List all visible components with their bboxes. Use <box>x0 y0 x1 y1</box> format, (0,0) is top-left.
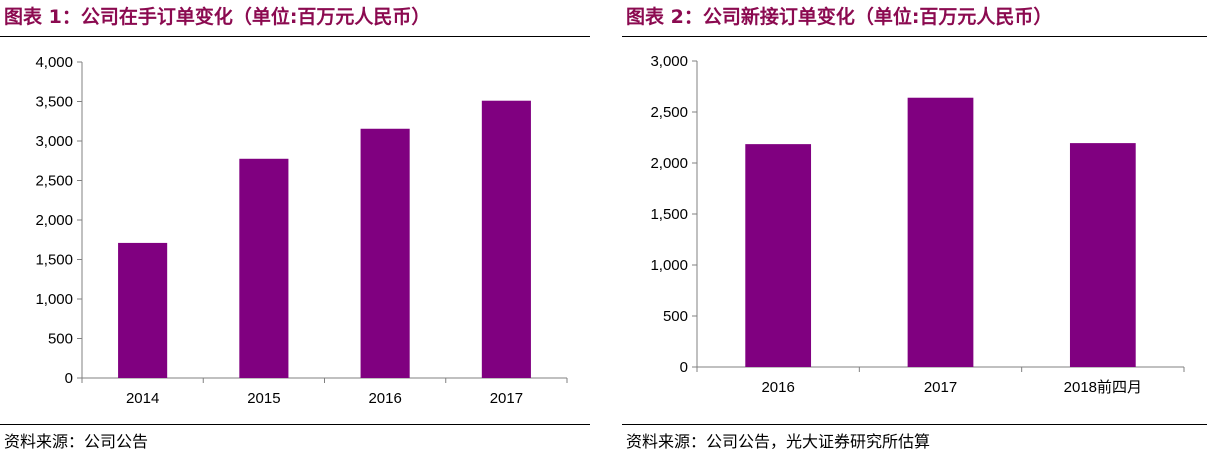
x-tick-label: 2018前四月 <box>1064 379 1142 396</box>
x-tick-label: 2016 <box>761 379 794 396</box>
y-tick-label: 2,000 <box>650 155 688 172</box>
bar-chart-2: 0 500 1,000 1,500 2,000 2,500 3,000 2016 2017 201… <box>650 53 1185 396</box>
x-tick-label: 2015 <box>247 390 280 407</box>
y-tick-label: 1,000 <box>35 291 73 308</box>
chart-panel-1: 图表 1：公司在手订单变化（单位:百万元人民币） 0 500 1,000 1,500 2… <box>0 0 590 459</box>
bar-chart-1: 0 500 1,000 1,500 2,000 2,500 3,000 3,500 4,000 2… <box>35 54 568 407</box>
chart-title: 图表 1：公司在手订单变化（单位:百万元人民币） <box>4 6 431 28</box>
x-tick-label: 2017 <box>924 379 957 396</box>
y-tick-label: 1,500 <box>35 252 73 269</box>
bar-2016 <box>360 128 410 378</box>
y-tick-label: 2,500 <box>650 104 688 121</box>
y-tick-label: 500 <box>48 331 73 348</box>
bar-2016 <box>745 144 812 367</box>
bar-2017 <box>907 97 974 367</box>
y-tick-label: 2,500 <box>35 173 73 190</box>
y-tick-label: 3,000 <box>35 133 73 150</box>
bar-2018前四月 <box>1069 143 1136 367</box>
y-tick-label: 1,000 <box>650 257 688 274</box>
y-tick-label: 1,500 <box>650 206 688 223</box>
y-tick-label: 500 <box>663 308 688 325</box>
source-note: 资料来源：公司公告，光大证券研究所估算 <box>626 432 931 451</box>
x-tick-label: 2014 <box>126 390 159 407</box>
x-tick-label: 2016 <box>368 390 401 407</box>
bar-2014 <box>118 242 168 378</box>
x-tick-label: 2017 <box>490 390 523 407</box>
bottom-rule <box>0 424 590 425</box>
top-rule <box>622 36 1207 37</box>
chart-panel-2: 图表 2：公司新接订单变化（单位:百万元人民币） 0 500 1,000 1,500 2… <box>622 0 1207 459</box>
y-tick-label: 0 <box>65 370 73 387</box>
y-tick-label: 3,000 <box>650 53 688 70</box>
y-tick-label: 3,500 <box>35 94 73 111</box>
y-tick-label: 0 <box>680 359 688 376</box>
y-tick-label: 4,000 <box>35 54 73 71</box>
chart-title: 图表 2：公司新接订单变化（单位:百万元人民币） <box>626 6 1053 28</box>
top-rule <box>0 36 590 37</box>
y-tick-label: 2,000 <box>35 212 73 229</box>
bar-2015 <box>239 158 289 378</box>
source-note: 资料来源：公司公告 <box>4 432 149 451</box>
bottom-rule <box>622 424 1207 425</box>
bar-2017 <box>481 100 531 379</box>
